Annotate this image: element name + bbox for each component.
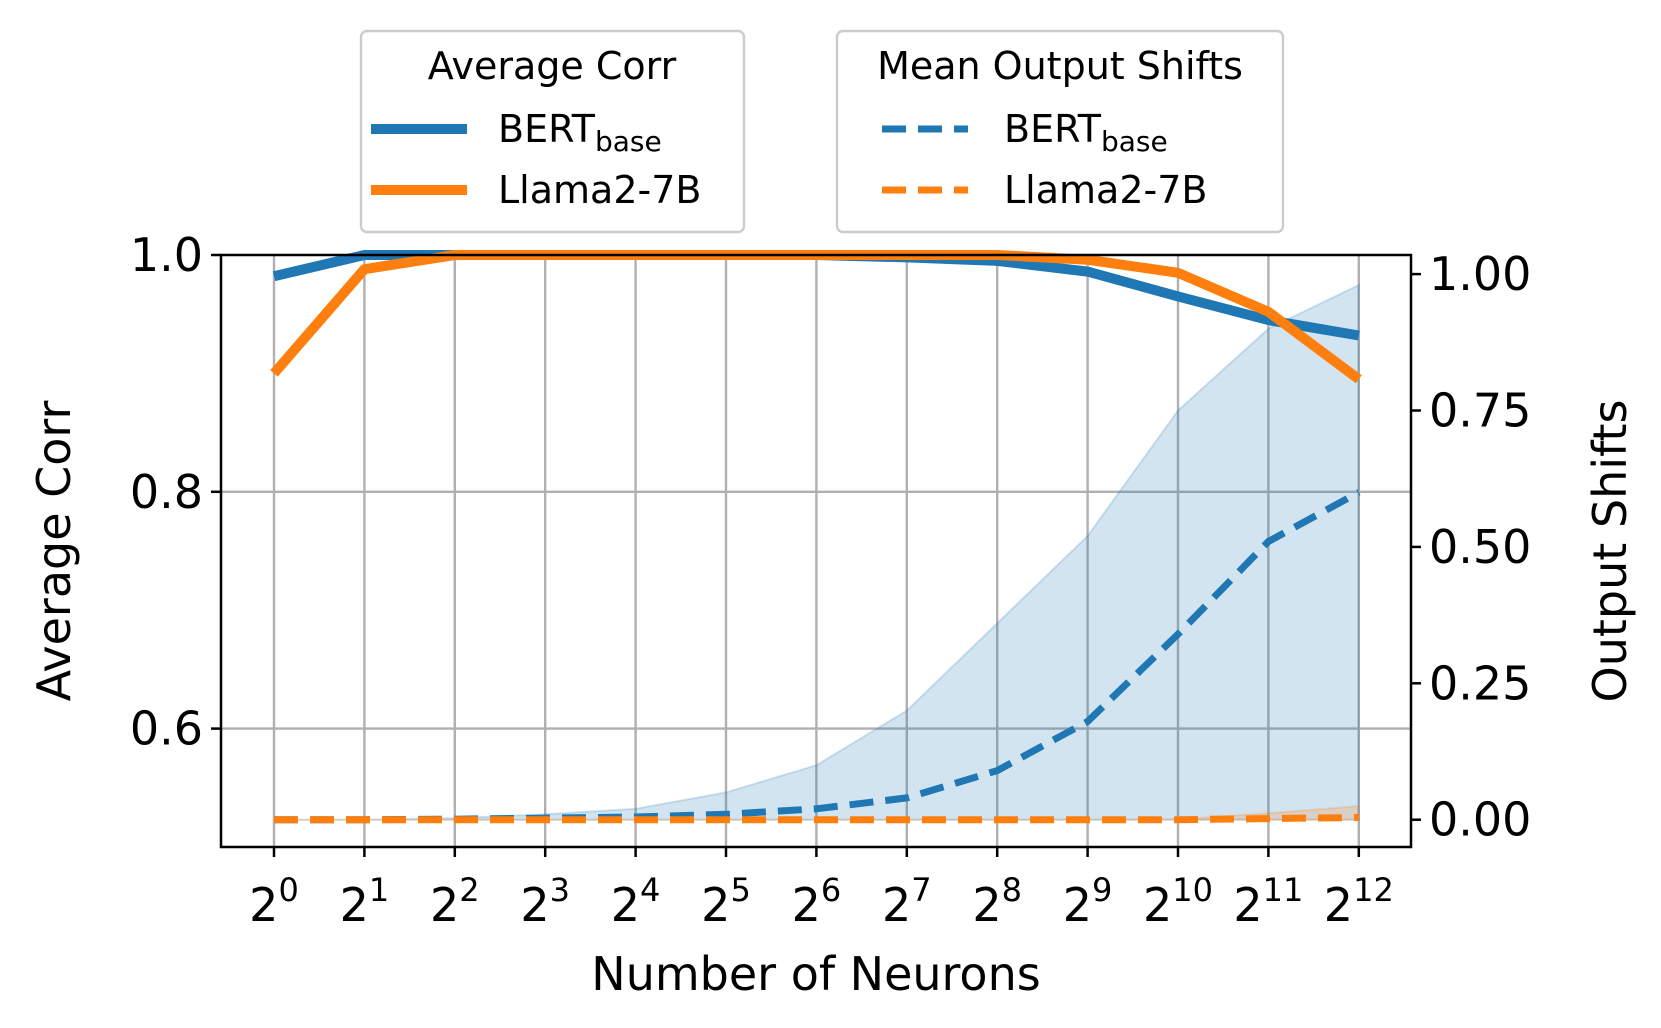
legend-corr-bert-label: BERTbase — [498, 107, 662, 158]
x-tick-label: 22 — [430, 871, 480, 932]
y-left-tick-label: 0.8 — [130, 465, 203, 519]
y-right-axis-label: Output Shifts — [1583, 400, 1637, 703]
legend-mean-output-shifts: Mean Output Shifts BERTbase Llama2-7B — [835, 29, 1285, 234]
legend-shift-llama-label: Llama2-7B — [1004, 168, 1207, 212]
x-axis-ticks: 20 21 22 23 24 25 26 27 28 29 210 211 212 — [249, 847, 1394, 932]
y-left-axis-label: Average Corr — [27, 401, 81, 702]
legend-corr-title: Average Corr — [428, 44, 677, 88]
x-tick-label: 24 — [611, 871, 661, 932]
y-right-tick-label: 1.00 — [1429, 247, 1531, 301]
x-tick-label: 25 — [701, 871, 751, 932]
x-tick-label: 23 — [520, 871, 570, 932]
y-left-axis-ticks: 0.6 0.8 1.0 — [130, 228, 221, 756]
x-tick-label: 29 — [1063, 871, 1113, 932]
y-right-tick-label: 0.75 — [1429, 384, 1531, 438]
x-tick-label: 212 — [1324, 871, 1394, 932]
x-tick-label: 20 — [249, 871, 299, 932]
y-left-tick-label: 1.0 — [130, 228, 203, 282]
y-right-tick-label: 0.00 — [1429, 793, 1531, 847]
y-left-tick-label: 0.6 — [130, 702, 203, 756]
legend-shift-title: Mean Output Shifts — [877, 44, 1243, 88]
y-right-tick-label: 0.50 — [1429, 520, 1531, 574]
x-axis-label: Number of Neurons — [591, 947, 1040, 1001]
x-tick-label: 28 — [972, 871, 1022, 932]
legend-shift-box — [835, 29, 1285, 234]
shift-line-1 — [274, 814, 1359, 824]
x-tick-label: 26 — [792, 871, 842, 932]
y-right-tick-label: 0.25 — [1429, 656, 1531, 710]
y-right-axis-ticks: 0.00 0.25 0.50 0.75 1.00 — [1411, 247, 1531, 847]
grid-lines — [221, 255, 1411, 847]
legend-corr-box — [359, 29, 746, 234]
x-tick-label: 27 — [882, 871, 932, 932]
x-tick-label: 21 — [340, 871, 390, 932]
legend-average-corr: Average Corr BERTbase Llama2-7B — [359, 29, 746, 234]
x-tick-label: 211 — [1233, 871, 1303, 932]
x-tick-label: 210 — [1143, 871, 1213, 932]
legend-shift-bert-label: BERTbase — [1004, 107, 1168, 158]
legend-corr-llama-label: Llama2-7B — [498, 168, 701, 212]
